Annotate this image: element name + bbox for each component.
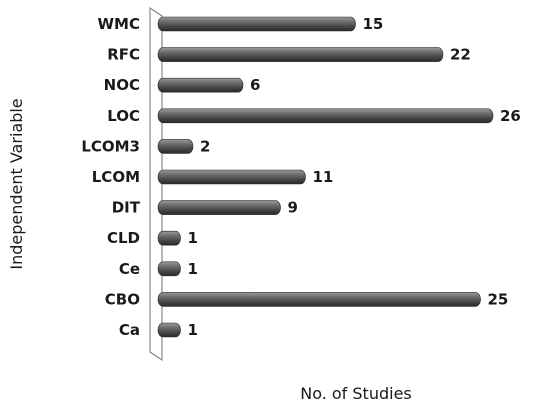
value-label-ce: 1 [188,260,198,278]
bar-lcom3 [157,139,194,154]
category-label-ce: Ce [119,260,140,278]
bar-noc [157,77,244,93]
bar-ce [157,261,181,277]
y-axis-title: Independent Variable [7,98,26,269]
bar-wmc [157,16,356,32]
value-label-cbo: 25 [488,290,509,308]
value-label-cld: 1 [188,229,198,247]
bars-group [157,16,494,338]
category-label-cbo: CBO [105,290,140,308]
value-label-noc: 6 [250,76,260,94]
category-label-lcom: LCOM [92,168,140,186]
category-label-ca: Ca [119,321,140,339]
value-label-ca: 1 [188,321,198,339]
category-label-dit: DIT [112,199,141,217]
category-label-lcom3: LCOM3 [81,137,140,155]
category-label-wmc: WMC [98,15,140,33]
value-label-dit: 9 [288,199,298,217]
x-axis-title: No. of Studies [300,384,412,403]
bar-loc [157,108,494,124]
bar-rfc [157,47,444,62]
bar-cbo [157,292,481,307]
category-label-loc: LOC [107,107,140,125]
bar-cld [157,230,181,246]
category-label-rfc: RFC [107,46,140,64]
category-labels: WMC RFC NOC LOC LCOM3 LCOM DIT CLD Ce CBO Ca [81,15,140,339]
bar-lcom [157,169,306,185]
category-label-cld: CLD [107,229,140,247]
category-label-noc: NOC [104,76,140,94]
bar-dit [157,200,281,215]
value-label-wmc: 15 [363,15,384,33]
value-label-loc: 26 [500,107,521,125]
value-label-lcom: 11 [313,168,334,186]
bar-ca [157,322,181,338]
value-label-lcom3: 2 [200,137,210,155]
value-label-rfc: 22 [450,46,471,64]
